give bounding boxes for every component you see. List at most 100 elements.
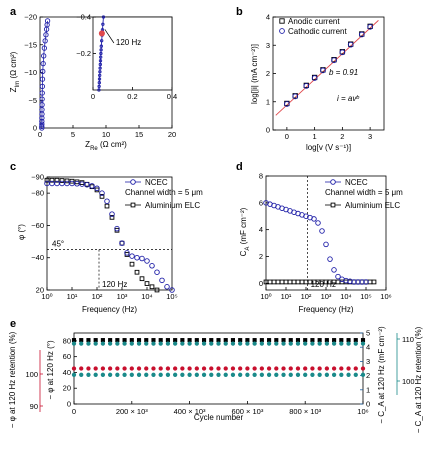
e-ca-point [259,341,264,346]
panel-label-d: d [236,161,243,173]
d-ncec-point [355,279,361,285]
e-ca-point [288,341,293,346]
e-ca-point [266,341,272,346]
b-cathodic-point [347,41,354,48]
c-ncec-point [149,263,155,269]
a-data-point [40,68,46,75]
c-ncec-point [159,277,165,284]
e-phase-point [122,338,127,343]
e-ca-point [209,341,214,346]
e-phase-retention-point [353,366,358,371]
c-aluminium-point [144,281,150,286]
d-annotation-hz: 120 Hz [311,280,336,289]
d-aluminium-point [291,279,297,285]
e-phase-retention-point [129,366,134,371]
e-phase-point [324,338,329,343]
d-xtick-label: 10⁶ [380,292,391,301]
c-aluminium-point [44,177,50,183]
d-ytick-label: 8 [259,172,263,181]
e-phase-point [173,338,178,343]
c-aluminium-point [149,284,155,290]
d-aluminium-point [275,279,281,285]
b-ytick-label: 1 [266,97,270,106]
a-ylabel: ZIm (Ω cm²) [9,51,21,92]
e-ca-point [303,341,308,346]
e-ca-retention-point [144,372,149,377]
e-phase-point [209,338,214,343]
b-cathodic-point [284,101,290,107]
e-ca-point [274,341,279,346]
panel-label-c: c [10,161,16,173]
a-inset-point [97,88,101,92]
e-phase-point [245,338,250,343]
d-aluminium-point [287,279,293,285]
d-aluminium-point [271,279,277,285]
b-xtick-label: 2 [340,132,344,141]
e-ca-point [194,341,199,346]
c-ncec-point [144,258,150,264]
b-legend-anodic: Anodic current [288,17,340,26]
e-ca-point [86,341,91,346]
e-phase-point [216,338,221,343]
b-cathodic-point [339,49,346,56]
e-ca-label: − C_A at 120 Hz (mF cm⁻²) [377,326,386,424]
c-ncec-point [114,225,120,232]
e-ca-retention-point [86,372,91,377]
d-xtick-label: 10⁵ [360,292,371,301]
e-ca-retention-point [353,372,358,377]
e-phase-point [303,338,308,343]
e-phase-retention-point [259,366,264,371]
e-ca-retention-point [310,372,315,377]
a-inset-frame [92,16,173,91]
e-ca-tick-label: 5 [366,329,370,338]
e-phase-retention-point [295,366,301,371]
b-legend-cathodic: Cathodic current [288,27,347,36]
c-ncec-point [84,181,90,188]
e-phase-retention-point [136,366,142,371]
e-phase-retention-point [252,366,257,371]
e-phase-retention-point [209,366,214,371]
b-cathodic-point [303,83,310,89]
e-xtick-label: 800 × 10³ [289,407,321,416]
d-legend-marker-al [330,202,336,208]
c-xlabel: Frequency (Hz) [82,305,137,314]
d-ncec-point [351,279,357,285]
a-inset-point [98,70,102,74]
e-phase-retention-point [180,366,185,371]
b-cathodic-point [292,93,299,100]
e-ca-point [317,341,322,346]
e-xlabel: Cycle number [194,413,244,422]
e-phase-point [144,338,149,343]
d-xlabel: Frequency (Hz) [298,305,353,314]
e-phase-retention-point [317,366,322,371]
a-inset-point [101,15,106,19]
e-phase-retention-point [107,366,113,371]
e-ca-retention-point [317,372,322,377]
c-ncec-point [129,253,135,259]
a-xlabel: ZRe (Ω cm²) [85,140,127,152]
panel-label-b: b [236,6,243,18]
a-inset-ytick-label: −0.4 [76,13,91,22]
e-phase-tick-label: 80 [63,336,71,345]
e-ca-retention-point [172,372,178,377]
d-xtick-label: 10² [301,292,312,301]
e-ca-retention-point [223,372,228,377]
e-ca-point [353,341,358,346]
e-ca-tick-label: 2 [366,371,370,380]
e-phase-point [238,338,243,343]
c-legend-al: Aluminium ELC [145,201,200,210]
a-inset-120hz-marker [98,30,105,37]
c-ytick-label: −90 [31,173,44,182]
a-xtick-label: 20 [168,130,176,139]
a-inset-point [99,44,103,48]
b-cathodic-point [367,24,373,30]
e-ca-retention-point [187,372,192,377]
a-inset-point [100,39,104,43]
e-phase-retention-point [288,366,293,371]
a-data-point [44,18,51,24]
d-aluminium-point [279,279,285,285]
b-ytick-label: 2 [266,69,270,78]
e-ca-point [281,341,286,346]
a-inset-point [97,81,101,85]
a-inset-xtick-label: 0 [91,92,95,101]
